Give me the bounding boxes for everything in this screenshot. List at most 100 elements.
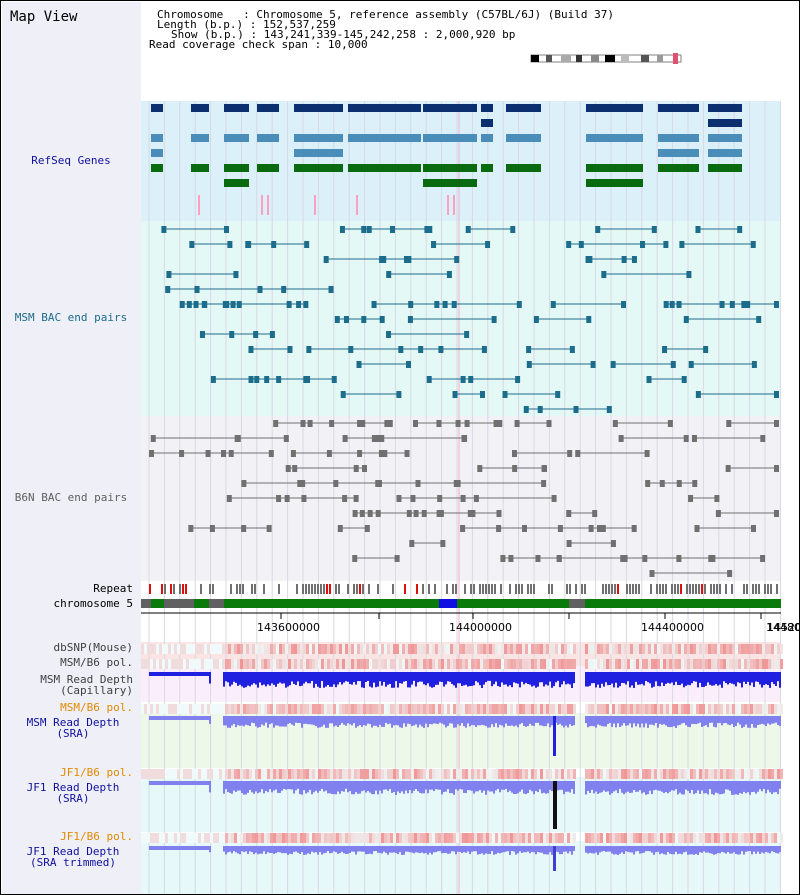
jf1-sra-depth-bar bbox=[473, 781, 475, 794]
msm-b6-pol-heat-cell bbox=[723, 659, 726, 669]
msm-b6-pol-heat-cell bbox=[270, 659, 273, 669]
jf1-b6-pol-heat-cell bbox=[330, 769, 333, 779]
track-label-msm-depth-sra[interactable]: MSM Read Depth (SRA) bbox=[13, 717, 133, 739]
msm-capillary-depth-bar bbox=[269, 672, 271, 686]
b6n-bac-end-marker bbox=[292, 465, 298, 472]
jf1-b6-pol2-heat-cell bbox=[384, 833, 387, 843]
jf1-b6-pol2-heat-cell bbox=[249, 833, 252, 843]
track-label-jf1-b6-pol-1[interactable]: JF1/B6 pol. bbox=[60, 766, 133, 779]
msm-capillary-depth-bar bbox=[395, 672, 397, 682]
jf1-trimmed-depth-bar bbox=[281, 846, 283, 854]
msm-capillary-depth-bar bbox=[695, 672, 697, 682]
msm-sra-depth-bar bbox=[481, 716, 483, 725]
msm-capillary-depth-bar bbox=[653, 672, 655, 687]
jf1-sra-depth-bar bbox=[527, 781, 529, 794]
msm-sra-depth-bar bbox=[687, 716, 689, 727]
msm-capillary-depth-bar bbox=[485, 672, 487, 683]
jf1-trimmed-depth-bar bbox=[701, 846, 703, 853]
track-label-jf1-depth-sra[interactable]: JF1 Read Depth (SRA) bbox=[13, 782, 133, 804]
msm-sra-depth-bar bbox=[287, 716, 289, 724]
jf1-trimmed-depth-bar bbox=[641, 846, 643, 854]
msm-sra-depth-bar bbox=[295, 716, 297, 723]
msm-b6-pol-heat-cell bbox=[648, 659, 651, 669]
msm-b6-pol2-heat-cell bbox=[453, 704, 456, 714]
msm-sra-depth-bar bbox=[261, 716, 263, 725]
msm-capillary-depth-bar bbox=[439, 672, 441, 682]
jf1-b6-pol2-heat-cell bbox=[606, 833, 609, 843]
msm-sra-depth-bar bbox=[337, 716, 339, 727]
dbsnp-heat-cell bbox=[453, 644, 456, 654]
msm-capillary-depth-bar bbox=[415, 672, 417, 687]
jf1-sra-depth-bar bbox=[655, 781, 657, 790]
jf1-trimmed-depth-bar bbox=[171, 846, 173, 850]
msm-capillary-depth-bar bbox=[779, 672, 781, 688]
track-label-b6n-bac[interactable]: B6N BAC end pairs bbox=[14, 491, 128, 504]
msm-b6-pol-heat-cell bbox=[564, 659, 567, 669]
msm-b6-pol-heat-cell bbox=[153, 659, 156, 669]
msm-b6-pol2-heat-cell bbox=[546, 704, 549, 714]
b6n-bac-end-marker bbox=[300, 420, 306, 427]
jf1-trimmed-depth-bar bbox=[763, 846, 765, 854]
jf1-b6-pol-heat-cell bbox=[399, 769, 402, 779]
jf1-sra-depth-bar bbox=[609, 781, 611, 795]
msm-capillary-depth-bar bbox=[349, 672, 351, 684]
msm-b6-pol2-heat-cell bbox=[195, 704, 198, 714]
jf1-b6-pol2-heat-cell bbox=[141, 833, 144, 843]
track-label-msm-bac[interactable]: MSM BAC end pairs bbox=[14, 311, 128, 324]
msm-sra-depth-bar bbox=[611, 716, 613, 727]
jf1-sra-depth-bar bbox=[561, 781, 563, 790]
msm-sra-depth-bar bbox=[155, 716, 157, 720]
jf1-b6-pol2-heat-cell bbox=[189, 833, 192, 843]
track-label-msm-depth-capillary[interactable]: MSM Read Depth (Capillary) bbox=[40, 674, 133, 696]
msm-b6-pol2-heat-cell bbox=[441, 704, 444, 714]
msm-sra-depth-bar bbox=[565, 716, 567, 726]
dbsnp-heat-cell bbox=[372, 644, 375, 654]
msm-sra-depth-bar bbox=[165, 716, 167, 720]
jf1-sra-depth-bar bbox=[507, 781, 509, 793]
msm-sra-depth-bar bbox=[235, 716, 237, 728]
jf1-sra-depth-bar bbox=[491, 781, 493, 792]
dbsnp-heat-cell bbox=[597, 644, 600, 654]
msm-capillary-depth-bar bbox=[669, 672, 671, 684]
jf1-b6-pol2-heat-cell bbox=[486, 833, 489, 843]
msm-b6-pol2-heat-cell bbox=[309, 704, 312, 714]
repeat-element bbox=[212, 584, 214, 594]
jf1-b6-pol2-heat-cell bbox=[306, 833, 309, 843]
msm-bac-end-marker bbox=[328, 286, 334, 293]
msm-b6-pol2-heat-cell bbox=[681, 704, 684, 714]
jf1-b6-pol-heat-cell bbox=[672, 769, 675, 779]
msm-b6-pol2-heat-cell bbox=[711, 704, 714, 714]
track-label-repeat[interactable]: Repeat bbox=[93, 582, 133, 595]
track-label-jf1-depth-trimmed[interactable]: JF1 Read Depth (SRA trimmed) bbox=[13, 846, 133, 868]
msm-sra-depth-bar bbox=[495, 716, 497, 724]
msm-b6-pol-heat-cell bbox=[231, 659, 234, 669]
jf1-sra-depth-bar bbox=[747, 781, 749, 793]
msm-b6-pol2-heat-cell bbox=[414, 704, 417, 714]
msm-b6-pol2-heat-cell bbox=[252, 704, 255, 714]
track-label-msm-b6-pol-2[interactable]: MSM/B6 pol. bbox=[60, 701, 133, 714]
jf1-sra-depth-bar bbox=[639, 781, 641, 791]
dbsnp-heat-cell bbox=[153, 644, 156, 654]
msm-capillary-depth-bar bbox=[725, 672, 727, 684]
msm-sra-depth-bar bbox=[761, 716, 763, 724]
jf1-b6-pol2-heat-cell bbox=[336, 833, 339, 843]
track-label-msm-b6-pol-1[interactable]: MSM/B6 pol. bbox=[60, 656, 133, 669]
msm-capillary-depth-bar bbox=[433, 672, 435, 688]
track-label-jf1-b6-pol-2[interactable]: JF1/B6 pol. bbox=[60, 830, 133, 843]
msm-bac-end-marker bbox=[379, 256, 385, 263]
jf1-sra-depth-bar bbox=[235, 781, 237, 792]
jf1-b6-pol2-heat-cell bbox=[495, 833, 498, 843]
msm-b6-pol2-heat-cell bbox=[330, 704, 333, 714]
msm-capillary-depth-bar bbox=[291, 672, 293, 682]
track-label-chromosome[interactable]: chromosome 5 bbox=[53, 597, 133, 610]
track-label-refseq[interactable]: RefSeq Genes bbox=[31, 154, 111, 167]
jf1-trimmed-depth-bar bbox=[569, 846, 571, 852]
jf1-b6-pol-heat-cell bbox=[459, 769, 462, 779]
msm-b6-pol2-heat-cell bbox=[264, 704, 267, 714]
msm-b6-pol2-heat-cell bbox=[201, 704, 204, 714]
track-label-dbsnp[interactable]: dbSNP(Mouse) bbox=[53, 641, 133, 654]
dbsnp-heat-cell bbox=[171, 644, 174, 654]
repeat-element bbox=[548, 584, 550, 594]
jf1-sra-depth-bar bbox=[253, 781, 255, 794]
